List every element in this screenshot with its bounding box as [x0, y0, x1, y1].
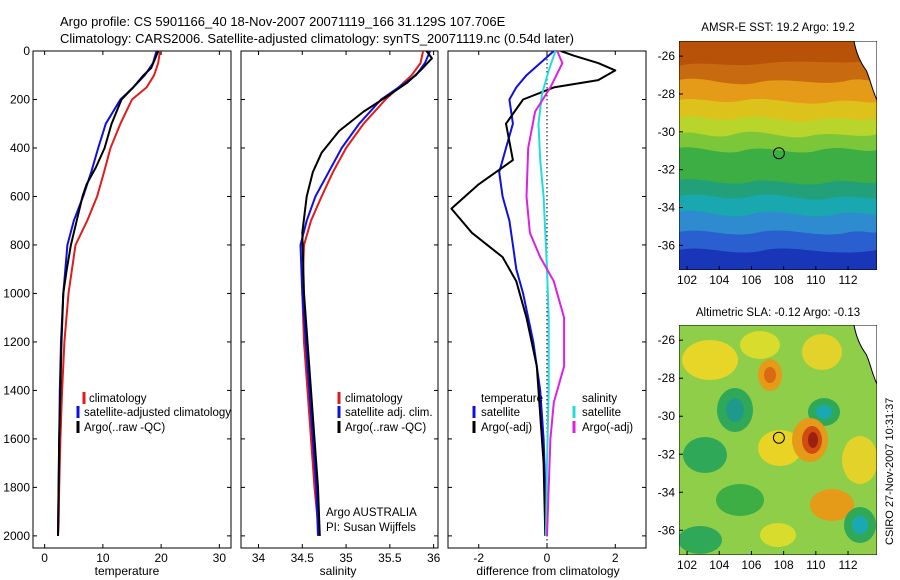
map-y-tick-label: -26 [658, 49, 676, 63]
legend-diff-temp-argo: Argo(-adj) [481, 422, 532, 434]
map-y-tick-label: -30 [658, 409, 676, 423]
map-x-tick-label: 104 [709, 273, 729, 287]
series-line-argo_salinity_adj [525, 51, 566, 536]
legend-temp-satellite: satellite-adjusted climatology [84, 407, 231, 419]
sst-map-axes: 102 104 106 108 110 112 -26 -28 -30 -32 -34 -36 [658, 49, 858, 287]
map-y-tick-label: -32 [658, 447, 676, 461]
annotation-argo-australia: Argo AUSTRALIA [326, 507, 417, 519]
legend-sal-argo: Argo(..raw -QC) [345, 422, 426, 434]
map-x-tick-label: 112 [838, 558, 857, 572]
salinity-legend: climatology satellite adj. clim. Argo(..… [326, 392, 433, 534]
temperature-profile-panel: 0 10 20 30 0 200 400 600 800 1000 1200 1400 1600 1800… [3, 44, 232, 565]
header-line-1: Argo profile: CS 5901166_40 18-Nov-2007 … [60, 14, 506, 29]
header-line-2: Climatology: CARS2006. Satellite-adjuste… [60, 31, 574, 46]
map-y-tick-label: -32 [658, 163, 676, 177]
series-line-climatology [57, 51, 161, 536]
y-tick-label: 1800 [3, 480, 30, 494]
series-line-argo [57, 51, 160, 536]
y-tick-label: 1200 [3, 335, 30, 349]
map-x-tick-label: 104 [709, 558, 729, 572]
x-tick-label: 0 [41, 551, 48, 565]
legend-diff-temp-satellite: satellite [481, 407, 520, 419]
y-tick-label: 0 [23, 44, 30, 58]
x-tick-label: 20 [154, 551, 168, 565]
series-line-satellite_salinity [537, 51, 557, 536]
salinity-profile-panel: 34 34.5 35 35.5 36 [240, 50, 441, 565]
annotation-pi: PI: Susan Wijffels [326, 522, 416, 534]
sst-map [679, 41, 877, 270]
x-tick-label: 35.5 [378, 551, 402, 565]
sst-argo-location-marker [772, 147, 785, 160]
legend-diff-sal-satellite: satellite [582, 407, 621, 419]
y-tick-label: 1000 [3, 286, 30, 300]
temperature-xlabel: temperature [95, 564, 160, 578]
sla-map-title: Altimetric SLA: -0.12 Argo: -0.13 [696, 307, 860, 319]
map-y-tick-label: -26 [658, 333, 676, 347]
x-tick-label: 34 [252, 551, 266, 565]
series-line-argo [301, 51, 433, 536]
legend-temp-climatology: climatology [89, 393, 147, 405]
map-y-tick-label: -28 [658, 87, 676, 101]
map-x-tick-label: 108 [774, 273, 794, 287]
sla-argo-location-marker [772, 431, 785, 444]
map-x-tick-label: 108 [774, 558, 794, 572]
legend-diff-temperature-head: temperature [481, 393, 543, 405]
temperature-legend: climatology satellite-adjusted climatolo… [76, 392, 231, 434]
map-x-tick-label: 106 [741, 558, 761, 572]
plot-area [240, 50, 439, 549]
legend-temp-argo: Argo(..raw -QC) [84, 422, 165, 434]
map-y-tick-label: -36 [658, 238, 676, 252]
map-x-tick-label: 102 [677, 273, 697, 287]
y-tick-label: 1600 [3, 432, 30, 446]
sla-map-axes: 102 104 106 108 110 112 -26 -28 -30 -32 -34 -36 [658, 333, 858, 572]
y-tick-label: 600 [10, 189, 30, 203]
difference-profile-panel: -2 0 2 [447, 50, 647, 565]
map-y-tick-label: -28 [658, 371, 676, 385]
map-x-tick-label: 112 [838, 273, 857, 287]
series-line-satellite [498, 51, 555, 536]
x-tick-label: 36 [427, 551, 441, 565]
series-line-argo [450, 51, 617, 536]
difference-xlabel: difference from climatology [476, 564, 619, 578]
y-tick-label: 2000 [3, 529, 30, 543]
x-tick-label: 0 [544, 551, 551, 565]
legend-sal-satellite: satellite adj. clim. [345, 407, 433, 419]
map-x-tick-label: 106 [741, 273, 761, 287]
salinity-xlabel: salinity [320, 564, 357, 578]
x-tick-label: 35 [339, 551, 353, 565]
x-tick-label: -2 [473, 551, 484, 565]
map-x-tick-label: 110 [806, 273, 825, 287]
difference-legend: temperature satellite Argo(-adj) salinit… [472, 393, 633, 434]
plot-area [32, 50, 232, 549]
map-y-tick-label: -34 [658, 485, 676, 499]
csiro-timestamp: CSIRO 27-Nov-2007 10:31:37 [884, 398, 896, 545]
y-tick-label: 1400 [3, 383, 30, 397]
x-tick-label: 30 [213, 551, 227, 565]
map-y-tick-label: -36 [658, 523, 676, 537]
sst-map-title: AMSR-E SST: 19.2 Argo: 19.2 [701, 22, 854, 34]
legend-diff-salinity-head: salinity [582, 393, 617, 405]
y-tick-label: 200 [10, 92, 30, 106]
map-y-tick-label: -30 [658, 125, 676, 139]
x-tick-label: 2 [612, 551, 619, 565]
y-tick-label: 400 [10, 141, 30, 155]
sla-map [679, 325, 877, 555]
x-tick-label: 10 [96, 551, 110, 565]
x-tick-label: 34.5 [291, 551, 315, 565]
map-y-tick-label: -34 [658, 201, 676, 215]
map-x-tick-label: 110 [806, 558, 825, 572]
legend-diff-sal-argo: Argo(-adj) [582, 422, 633, 434]
legend-sal-climatology: climatology [345, 393, 403, 405]
y-tick-label: 800 [10, 238, 30, 252]
map-x-tick-label: 102 [677, 558, 697, 572]
